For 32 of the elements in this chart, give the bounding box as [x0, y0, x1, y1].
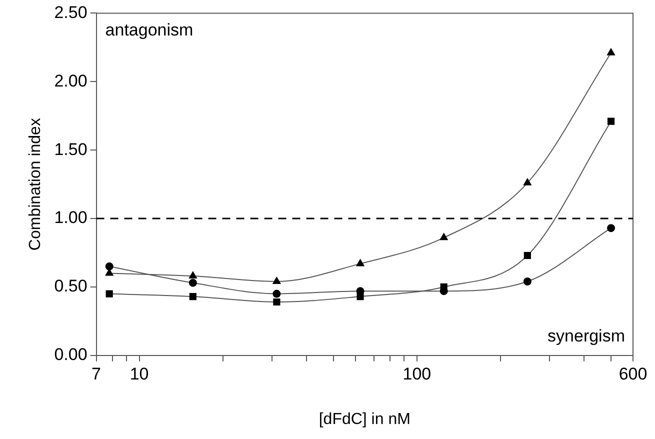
point: [523, 178, 532, 186]
x-axis-title: [dFdC] in nM: [318, 410, 410, 428]
y-tick-label: 2.50: [54, 2, 88, 22]
point: [440, 283, 448, 290]
point: [273, 298, 280, 306]
point: [523, 277, 532, 286]
point: [606, 48, 616, 56]
y-tick-label: 2.00: [54, 71, 88, 90]
x-tick-label: 600: [618, 364, 648, 384]
annotation: synergism: [548, 326, 625, 346]
point: [189, 293, 196, 300]
x-tick-label: 100: [402, 364, 432, 384]
x-tick-label: 10: [130, 364, 149, 384]
point: [356, 258, 365, 266]
y-axis-title: Combination index: [27, 118, 44, 251]
point: [440, 232, 448, 240]
point: [272, 290, 281, 298]
point: [607, 118, 615, 125]
point: [272, 276, 282, 284]
x-tick-label: 7: [92, 364, 102, 384]
point: [105, 262, 114, 270]
point: [524, 252, 531, 260]
point: [607, 224, 616, 232]
point: [106, 290, 113, 298]
y-tick-label: 1.00: [54, 208, 88, 228]
point: [188, 278, 197, 287]
y-tick-label: 0.50: [54, 276, 88, 296]
y-tick-label: 0.00: [54, 345, 88, 364]
point: [188, 271, 198, 279]
annotation: antagonism: [105, 20, 194, 40]
point: [356, 293, 364, 300]
y-tick-label: 1.50: [54, 140, 88, 159]
